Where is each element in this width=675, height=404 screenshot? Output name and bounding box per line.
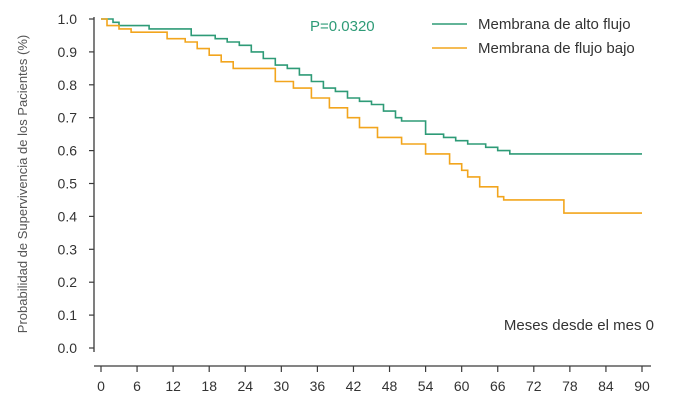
p-value-annotation: P=0.0320 — [310, 18, 375, 35]
legend: Membrana de alto flujo Membrana de flujo … — [432, 16, 635, 57]
x-tick-label: 24 — [237, 378, 253, 394]
x-tick-label: 78 — [562, 378, 578, 394]
x-axis-label: Meses desde el mes 0 — [504, 317, 654, 334]
x-tick-label: 66 — [490, 378, 506, 394]
y-tick-label: 0.4 — [58, 208, 78, 224]
legend-label-0: Membrana de alto flujo — [478, 16, 631, 33]
x-tick-label: 0 — [97, 378, 105, 394]
x-tick-label: 36 — [310, 378, 326, 394]
y-tick-label: 0.0 — [58, 340, 78, 356]
x-tick-label: 90 — [634, 378, 650, 394]
y-axis-label: Probabilidad de Supervivencia de los Pac… — [15, 35, 30, 333]
y-tick-label: 0.9 — [58, 44, 78, 60]
axes: 0.0 0.1 0.2 0.3 0.4 0.5 0.6 0.7 0.8 0.9 1.0 0 6 12 18 2… — [58, 11, 651, 394]
x-tick-label: 54 — [418, 378, 434, 394]
x-tick-label: 18 — [201, 378, 217, 394]
x-tick-label: 60 — [454, 378, 470, 394]
y-tick-label: 0.6 — [58, 143, 78, 159]
y-tick-label: 0.3 — [58, 241, 78, 257]
y-tick-label: 0.5 — [58, 176, 78, 192]
y-tick-label: 0.7 — [58, 110, 78, 126]
x-tick-label: 30 — [274, 378, 290, 394]
series-line-0 — [101, 18, 642, 155]
x-tick-label: 12 — [165, 378, 181, 394]
x-tick-label: 6 — [133, 378, 141, 394]
y-tick-label: 0.2 — [58, 274, 78, 290]
y-tick-label: 1.0 — [58, 11, 78, 27]
x-tick-label: 48 — [382, 378, 398, 394]
x-tick-label: 84 — [598, 378, 614, 394]
x-tick-label: 42 — [346, 378, 362, 394]
series-layer — [101, 18, 642, 214]
y-tick-label: 0.1 — [58, 307, 78, 323]
y-tick-label: 0.8 — [58, 77, 78, 93]
series-line-1 — [101, 18, 642, 214]
x-tick-label: 72 — [526, 378, 542, 394]
legend-label-1: Membrana de flujo bajo — [478, 40, 635, 57]
